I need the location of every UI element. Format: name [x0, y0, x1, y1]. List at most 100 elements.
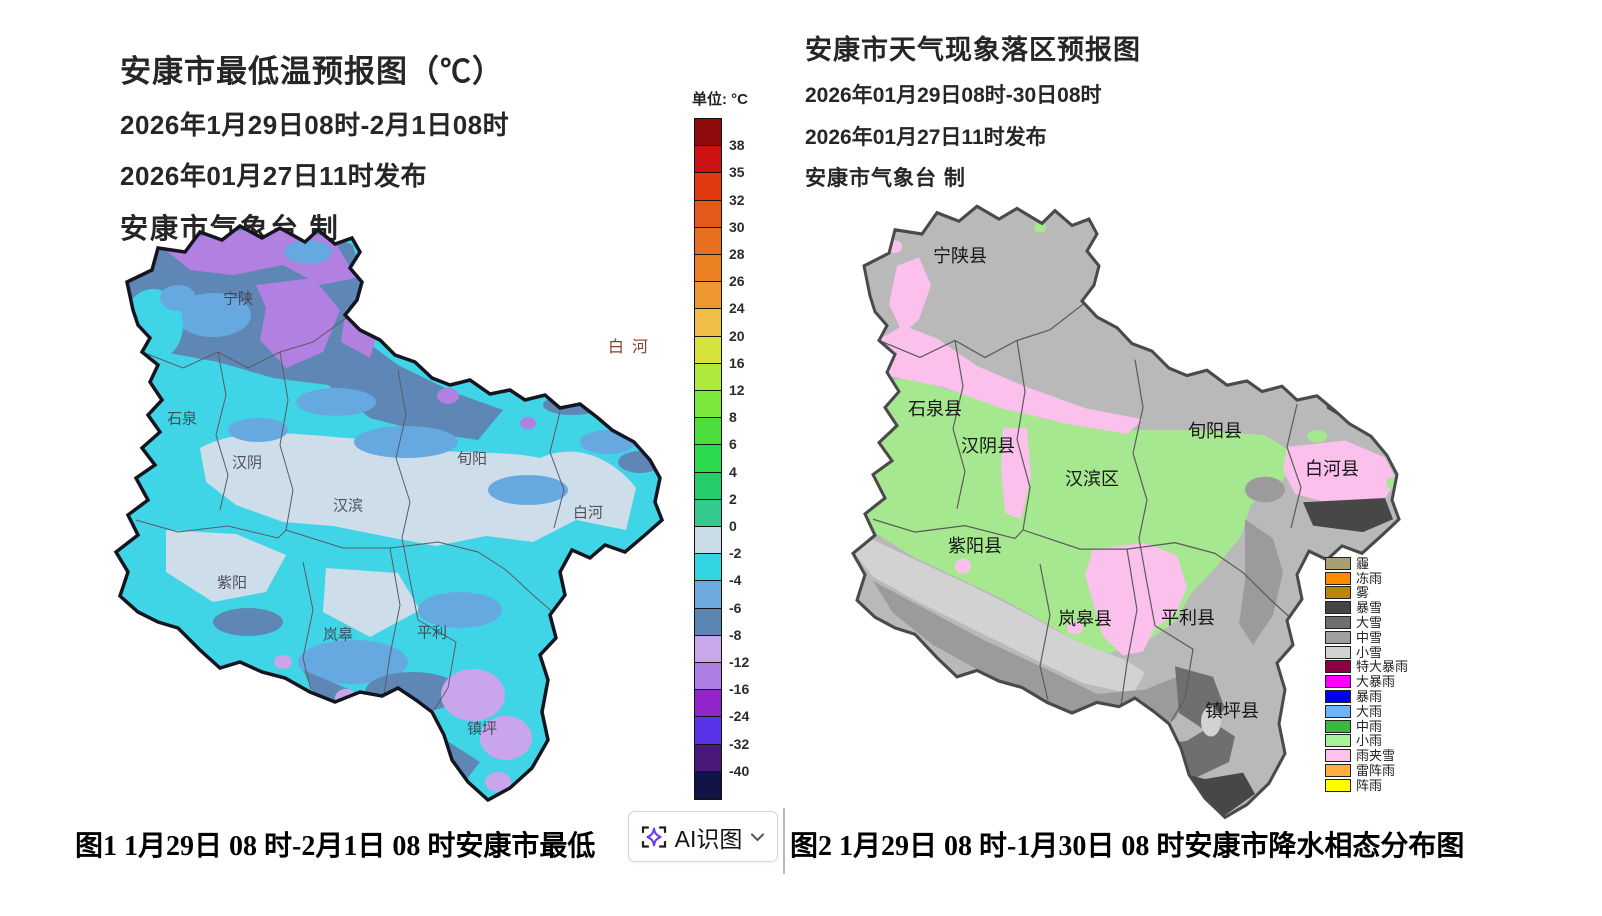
- colorbar-cell: [695, 363, 721, 392]
- legend-swatch: [1325, 764, 1351, 778]
- colorbar-cell: [695, 499, 721, 528]
- legend-label: 雷阵雨: [1356, 763, 1396, 779]
- legend-label: 小雨: [1356, 733, 1383, 749]
- legend-label: 特大暴雨: [1356, 659, 1409, 675]
- colorbar-cell: [695, 255, 721, 283]
- colorbar-cell: [695, 200, 721, 228]
- colorbar-cell: [695, 717, 721, 745]
- right-map-title: 安康市天气现象落区预报图: [805, 35, 1141, 65]
- legend-label: 大雪: [1356, 615, 1383, 631]
- figure2-caption: 图2 1月29日 08 时-1月30日 08 时安康市降水相态分布图: [790, 831, 1465, 862]
- legend-row: 大雨: [1325, 704, 1408, 719]
- legend-row: 霾: [1325, 556, 1408, 571]
- legend-swatch: [1325, 675, 1351, 689]
- colorbar-cell: [695, 635, 721, 664]
- colorbar-tick-label: 24: [729, 300, 745, 317]
- colorbar-tick-label: -24: [729, 708, 750, 725]
- colorbar-cell: [695, 146, 721, 174]
- temperature-shading: [116, 226, 662, 800]
- colorbar-cell: [695, 608, 721, 636]
- colorbar-tick-label: 8: [729, 409, 737, 426]
- legend-swatch: [1325, 630, 1351, 644]
- colorbar-tick-label: 38: [729, 137, 745, 154]
- colorbar-cell: [695, 771, 721, 800]
- figure1-caption: 图1 1月29日 08 时-2月1日 08 时安康市最低: [75, 831, 596, 862]
- colorbar-cell: [695, 527, 721, 555]
- legend-label: 暴雪: [1356, 600, 1383, 616]
- legend-swatch: [1325, 601, 1351, 615]
- colorbar-tick-label: 32: [729, 191, 745, 208]
- caption-divider: [783, 808, 785, 874]
- legend-swatch: [1325, 704, 1351, 718]
- legend-label: 中雨: [1356, 718, 1383, 734]
- colorbar-tick-label: 30: [729, 218, 745, 235]
- colorbar-tick-label: 6: [729, 436, 737, 453]
- legend-row: 特大暴雨: [1325, 660, 1408, 675]
- legend-swatch: [1325, 586, 1351, 600]
- colorbar-tick-label: 12: [729, 382, 745, 398]
- right-map-issue-time: 2026年01月27日11时发布: [805, 126, 1047, 149]
- temperature-colorbar-cells: [695, 119, 721, 800]
- colorbar-tick-label: -40: [729, 762, 750, 779]
- ai-recognize-button[interactable]: AI识图: [628, 811, 778, 862]
- colorbar-cell: [695, 663, 721, 691]
- legend-swatch: [1325, 778, 1351, 792]
- colorbar-cell: [695, 418, 721, 446]
- left-map-title-block: 安康市最低温预报图（℃） 2026年1月29日08时-2月1日08时 2026年…: [120, 46, 680, 247]
- right-map-period: 2026年01月29日08时-30日08时: [805, 84, 1102, 107]
- legend-swatch: [1325, 734, 1351, 748]
- legend-swatch: [1325, 719, 1351, 733]
- legend-row: 中雨: [1325, 719, 1408, 734]
- ai-button-label: AI识图: [674, 825, 743, 852]
- colorbar-tick-label: -16: [729, 681, 750, 698]
- temperature-colorbar: 38 35 32 30 28 26 24 20 16 12 8 6 4 2 0 -2 -4 -6 -8 -12 -16-…: [694, 118, 749, 800]
- legend-label: 大雨: [1356, 703, 1383, 719]
- colorbar-cell: [695, 744, 721, 772]
- colorbar-tick-label: 35: [729, 164, 745, 181]
- legend-row: 雾: [1325, 586, 1408, 601]
- left-map-period: 2026年1月29日08时-2月1日08时: [120, 110, 510, 140]
- colorbar-cell: [695, 554, 721, 582]
- legend-swatch: [1325, 616, 1351, 630]
- colorbar-tick-label: 4: [729, 463, 737, 480]
- temperature-colorbar-labels: 38 35 32 30 28 26 24 20 16 12 8 6 4 2 0 -2 -4 -6 -8 -12 -16-…: [729, 119, 773, 799]
- precipitation-shading: [853, 206, 1399, 818]
- legend-swatch: [1325, 571, 1351, 585]
- colorbar-cell: [695, 472, 721, 500]
- legend-row: 大雪: [1325, 615, 1408, 630]
- legend-row: 暴雨: [1325, 689, 1408, 704]
- legend-row: 大暴雨: [1325, 674, 1408, 689]
- legend-swatch: [1325, 660, 1351, 674]
- legend-label: 冻雨: [1356, 570, 1383, 586]
- colorbar-tick-label: -12: [729, 654, 750, 670]
- legend-swatch: [1325, 749, 1351, 763]
- legend-row: 阵雨: [1325, 778, 1408, 793]
- colorbar-cell: [695, 282, 721, 310]
- colorbar-tick-label: 2: [729, 490, 737, 507]
- colorbar-tick-label: 28: [729, 246, 745, 262]
- legend-label: 中雪: [1356, 629, 1383, 645]
- colorbar-cell: [695, 690, 721, 718]
- colorbar-tick-label: 26: [729, 273, 745, 290]
- legend-label: 暴雨: [1356, 689, 1383, 705]
- chevron-down-icon[interactable]: [750, 832, 765, 842]
- right-map-title-block: 安康市天气现象落区预报图 2026年01月29日08时-30日08时 2026年…: [805, 28, 1405, 192]
- colorbar-cell: [695, 173, 721, 201]
- left-map-title: 安康市最低温预报图（℃）: [120, 54, 504, 89]
- min-temperature-map: [114, 224, 664, 802]
- legend-row: 雨夹雪: [1325, 748, 1408, 763]
- colorbar-tick-label: -2: [729, 545, 742, 562]
- weather-legend: 霾冻雨雾暴雪 大雪 中雪 小雪 特大暴雨 大暴雨 暴雨 大雨 中雨 小雨 雨夹雪 雷阵雨 阵雨: [1325, 556, 1408, 793]
- legend-swatch: [1325, 556, 1351, 570]
- colorbar-cell: [695, 336, 721, 364]
- legend-row: 中雪: [1325, 630, 1408, 645]
- left-map-issue-time: 2026年01月27日11时发布: [120, 161, 428, 191]
- colorbar-tick-label: -32: [729, 735, 750, 752]
- colorbar-tick-label: -4: [729, 572, 742, 589]
- outside-county-label: 白河: [608, 339, 657, 356]
- legend-label: 大暴雨: [1356, 674, 1396, 690]
- legend-row: 雷阵雨: [1325, 763, 1408, 778]
- colorbar-tick-label: 0: [729, 518, 737, 534]
- colorbar-tick-label: 20: [729, 327, 745, 344]
